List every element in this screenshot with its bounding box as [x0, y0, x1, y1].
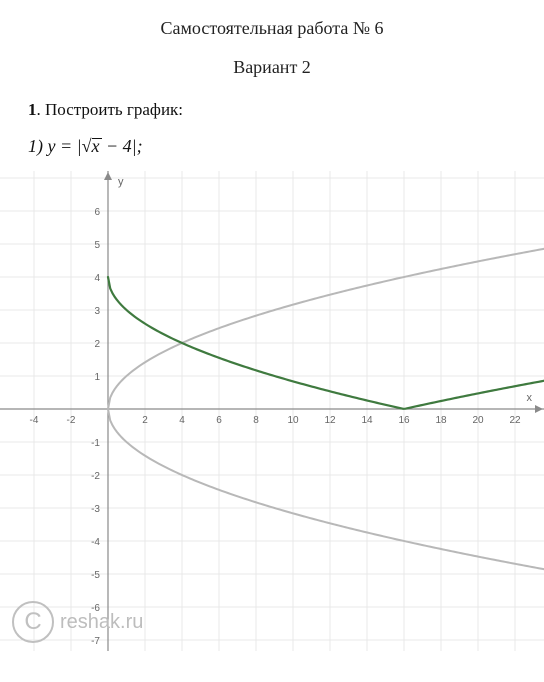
svg-text:-2: -2 — [67, 415, 76, 426]
chart-area: -4-2246810121416182022-7-6-5-4-3-2-11234… — [0, 171, 544, 651]
task-text: . — [37, 100, 46, 119]
svg-text:6: 6 — [216, 415, 222, 426]
formula-tail: − 4|; — [102, 136, 143, 156]
svg-text:-4: -4 — [91, 537, 100, 548]
watermark-text: reshak.ru — [60, 611, 143, 634]
svg-text:12: 12 — [324, 415, 336, 426]
svg-text:2: 2 — [142, 415, 148, 426]
svg-text:18: 18 — [435, 415, 447, 426]
svg-text:10: 10 — [287, 415, 299, 426]
svg-text:4: 4 — [179, 415, 185, 426]
svg-text:16: 16 — [398, 415, 410, 426]
svg-text:6: 6 — [94, 207, 100, 218]
task-desc: Построить график: — [45, 100, 183, 119]
formula-y: y = | — [48, 136, 82, 156]
page-title: Самостоятельная работа № 6 — [0, 18, 544, 39]
svg-text:1: 1 — [94, 372, 100, 383]
subtask-formula: 1) y = |√x − 4|; — [0, 120, 544, 157]
svg-text:-3: -3 — [91, 504, 100, 515]
svg-text:14: 14 — [361, 415, 373, 426]
svg-text:22: 22 — [509, 415, 521, 426]
svg-text:-4: -4 — [30, 415, 39, 426]
svg-text:-1: -1 — [91, 438, 100, 449]
svg-text:8: 8 — [253, 415, 259, 426]
svg-text:-2: -2 — [91, 471, 100, 482]
svg-text:3: 3 — [94, 306, 100, 317]
svg-text:y: y — [118, 176, 124, 188]
variant-title: Вариант 2 — [0, 57, 544, 78]
subtask-number: 1) — [28, 136, 43, 156]
task-line: 1. Построить график: — [0, 100, 544, 120]
sqrt-symbol: √x — [82, 136, 102, 157]
svg-text:2: 2 — [94, 339, 100, 350]
task-number: 1 — [28, 100, 37, 119]
copyright-icon: C — [12, 601, 54, 643]
chart-svg: -4-2246810121416182022-7-6-5-4-3-2-11234… — [0, 171, 544, 651]
svg-text:-5: -5 — [91, 570, 100, 581]
svg-text:x: x — [527, 392, 533, 404]
svg-text:4: 4 — [94, 273, 100, 284]
svg-text:20: 20 — [472, 415, 484, 426]
svg-text:5: 5 — [94, 240, 100, 251]
watermark: C reshak.ru — [12, 601, 143, 643]
